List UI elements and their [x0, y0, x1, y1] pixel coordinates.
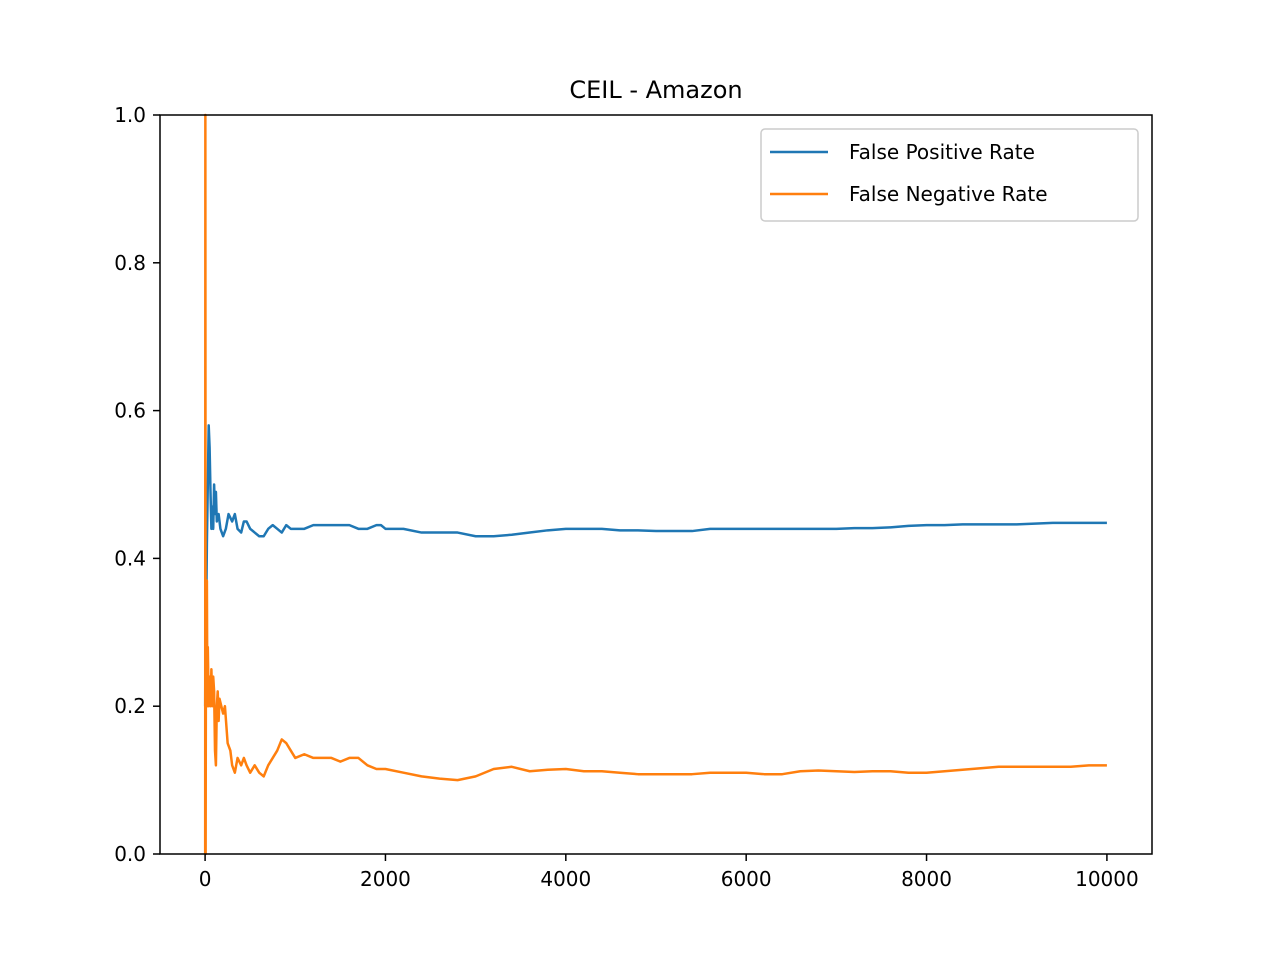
y-tick-label: 1.0 — [114, 103, 146, 127]
x-tick-label: 0 — [199, 867, 212, 891]
y-axis: 0.0 0.2 0.4 0.6 0.8 1.0 — [114, 103, 160, 866]
y-tick-label: 0.2 — [114, 694, 146, 718]
x-tick-label: 2000 — [360, 867, 411, 891]
series-line-1 — [203, 113, 1107, 856]
y-tick-label: 0.0 — [114, 842, 146, 866]
legend: False Positive Rate False Negative Rate — [760, 128, 1139, 222]
x-axis: 0 2000 4000 6000 8000 10000 — [199, 854, 1139, 891]
plot-area-frame — [159, 114, 1153, 855]
legend-box — [760, 128, 1139, 222]
y-tick-label: 0.8 — [114, 251, 146, 275]
y-tick-label: 0.4 — [114, 546, 146, 570]
legend-label-0: False Positive Rate — [849, 140, 1035, 164]
legend-label-1: False Negative Rate — [849, 182, 1048, 206]
y-tick-label: 0.6 — [114, 399, 146, 423]
series-layer — [203, 113, 1107, 856]
x-tick-label: 6000 — [721, 867, 772, 891]
x-tick-label: 8000 — [901, 867, 952, 891]
x-tick-label: 10000 — [1075, 867, 1139, 891]
x-tick-label: 4000 — [540, 867, 591, 891]
series-line-0 — [203, 424, 1107, 707]
chart-title: CEIL - Amazon — [569, 76, 742, 104]
